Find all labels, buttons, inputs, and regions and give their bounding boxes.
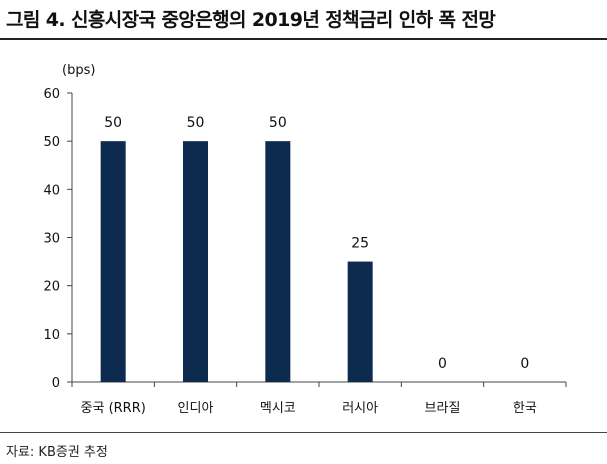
category-label: 한국 <box>513 401 537 416</box>
bar <box>183 141 208 382</box>
category-label: 인디아 <box>178 401 214 416</box>
category-label: 러시아 <box>342 401 378 416</box>
source-note: 자료: KB증권 추정 <box>6 445 108 460</box>
category-label: 멕시코 <box>260 401 296 416</box>
bars: 50 50 50 25 0 0 <box>100 115 529 382</box>
category-label: 중국 (RRR) <box>81 401 146 416</box>
footer-divider <box>0 432 607 433</box>
bar <box>265 141 291 382</box>
bar-value-label: 50 <box>269 115 287 131</box>
bar-value-label: 25 <box>351 236 369 252</box>
bar-value-label: 0 <box>438 356 447 372</box>
chart-title: 그림 4. 신흥시장국 중앙은행의 2019년 정책금리 인하 폭 전망 <box>6 9 496 31</box>
title-divider <box>0 38 607 40</box>
y-tick-label: 50 <box>43 135 60 150</box>
bar <box>347 261 373 382</box>
y-unit-label: (bps) <box>62 63 95 78</box>
bar-value-label: 50 <box>104 115 122 131</box>
bar-value-label: 50 <box>187 115 205 131</box>
y-tick-label: 40 <box>43 183 60 198</box>
bar-value-label: 0 <box>520 356 529 372</box>
y-tick-label: 10 <box>43 328 60 343</box>
x-axis: 중국 (RRR) 인디아 멕시코 러시아 브라질 한국 <box>71 382 567 416</box>
bar-chart: (bps) 0 10 20 30 40 50 60 50 50 50 25 0 0 중국 (RRR) 인… <box>43 63 567 416</box>
y-tick-label: 20 <box>43 280 60 295</box>
category-label: 브라질 <box>425 401 461 416</box>
y-tick-label: 60 <box>43 87 60 102</box>
y-axis: 0 10 20 30 40 50 60 <box>43 87 72 391</box>
y-tick-label: 0 <box>52 376 60 391</box>
y-tick-label: 30 <box>43 232 60 247</box>
bar <box>100 141 126 382</box>
